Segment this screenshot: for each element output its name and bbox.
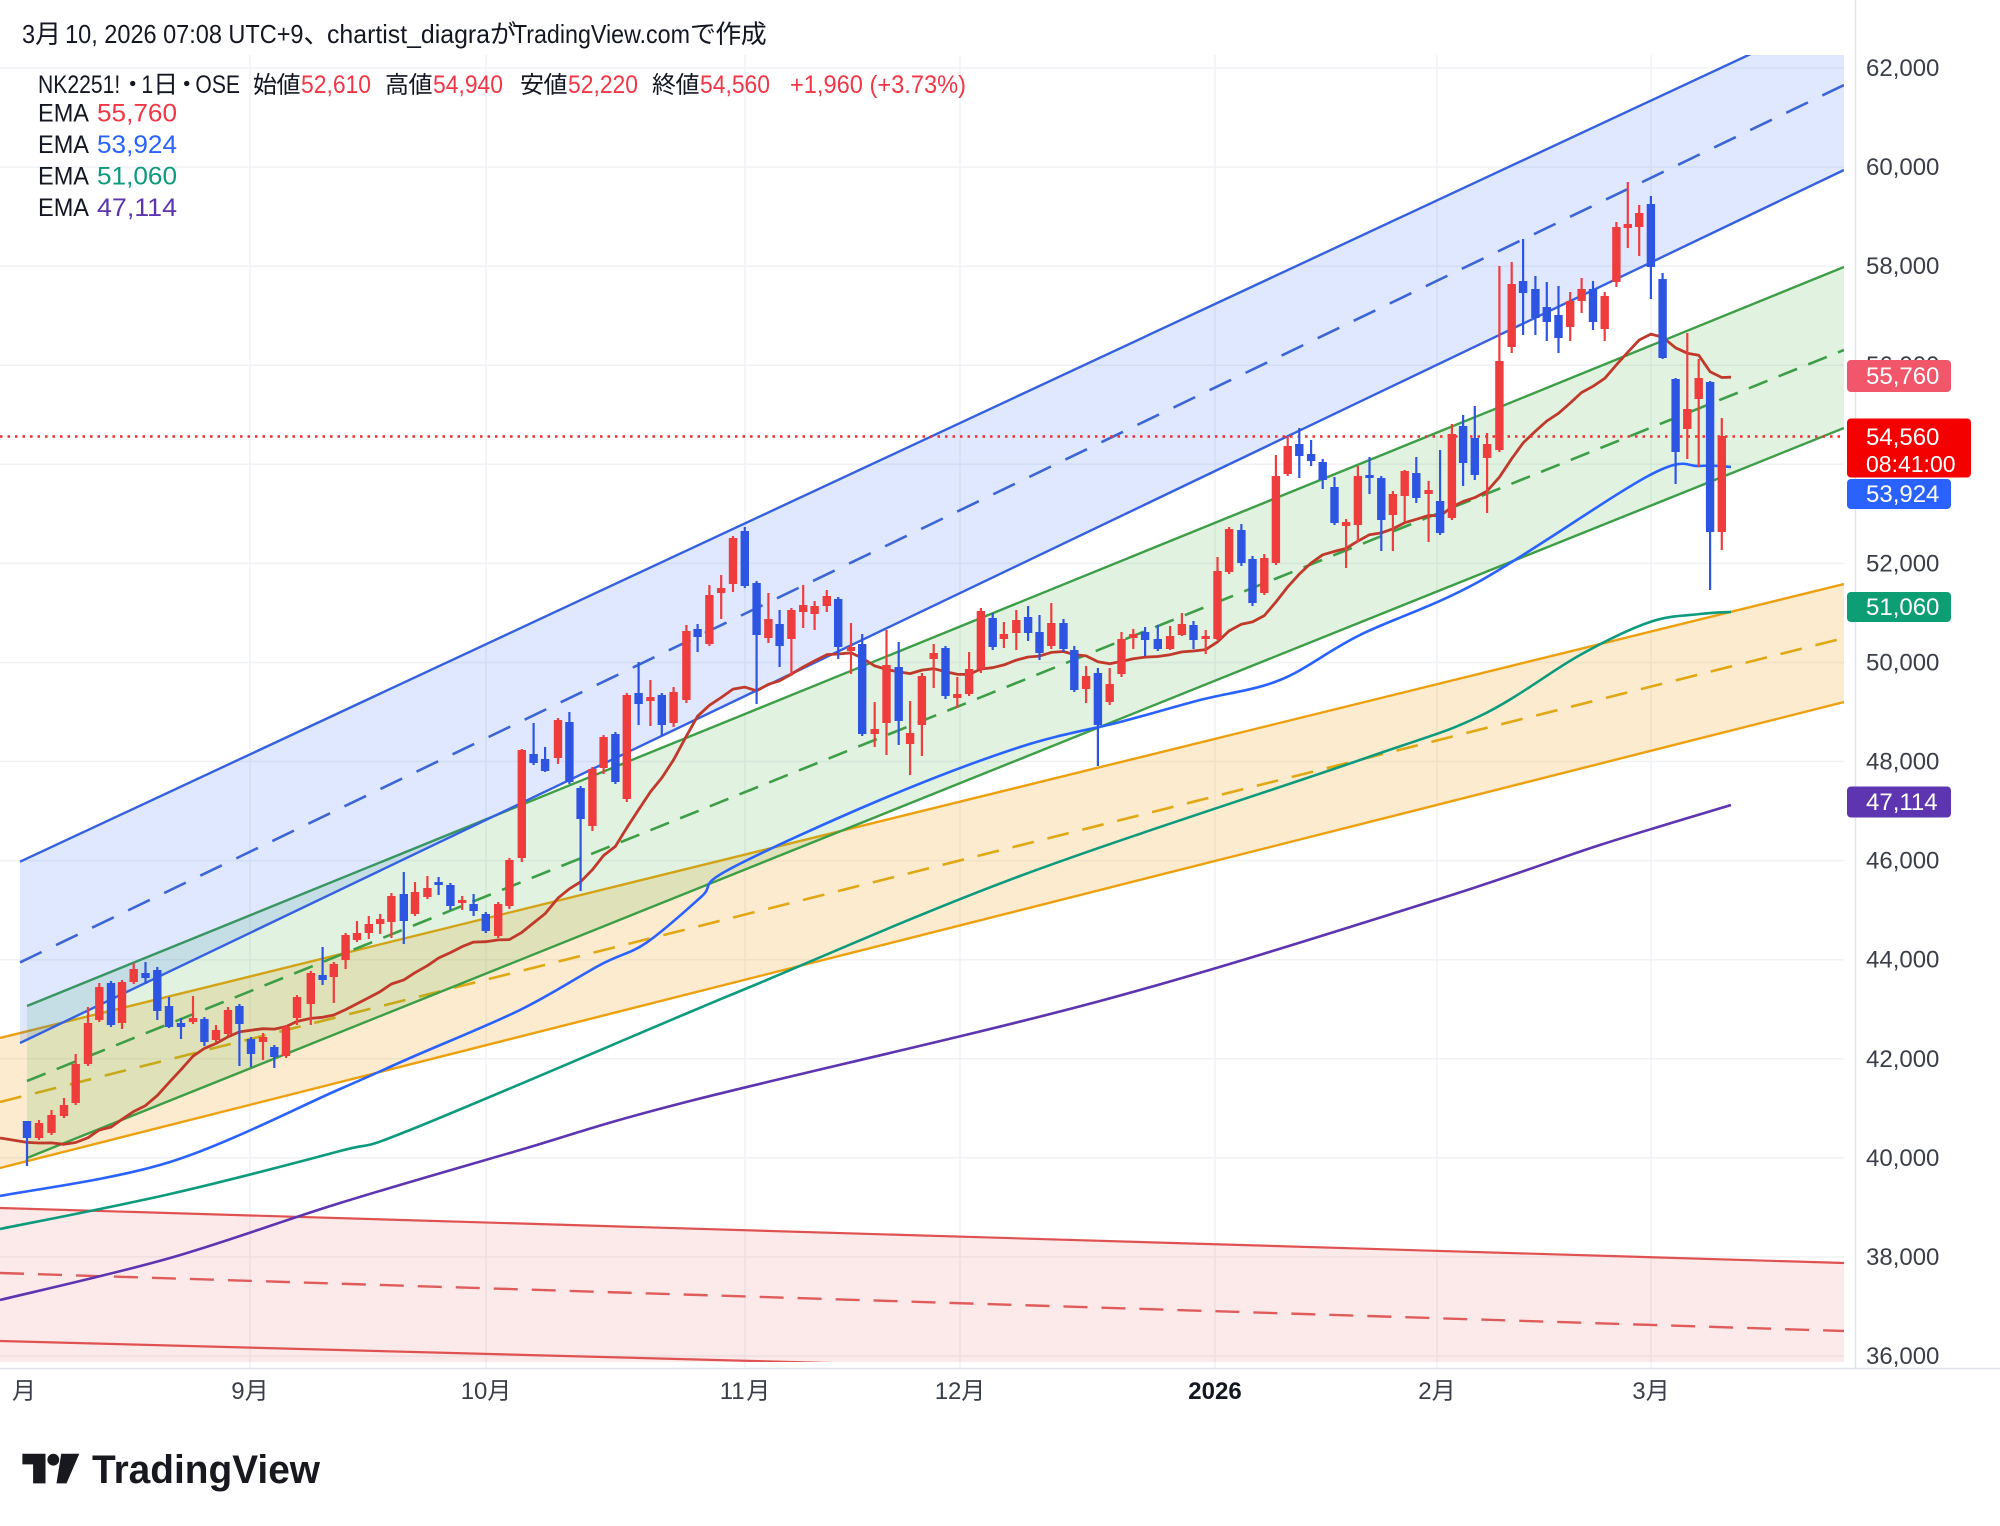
- svg-text:TradingView.com: TradingView.com: [513, 19, 690, 49]
- svg-text:46,000: 46,000: [1866, 848, 1939, 875]
- svg-text:58,000: 58,000: [1866, 253, 1939, 280]
- svg-text:10: 10: [461, 1378, 488, 1405]
- svg-text:2026: 2026: [1188, 1378, 1241, 1405]
- svg-text:38,000: 38,000: [1866, 1244, 1939, 1271]
- svg-text:47,114: 47,114: [97, 194, 177, 222]
- svg-text:3: 3: [22, 19, 35, 49]
- svg-text:54,560: 54,560: [700, 71, 770, 99]
- svg-text:52,000: 52,000: [1866, 550, 1939, 577]
- svg-text:42,000: 42,000: [1866, 1046, 1939, 1073]
- svg-text:54,560: 54,560: [1866, 424, 1939, 451]
- svg-text:EMA: EMA: [38, 194, 89, 222]
- svg-text:EMA: EMA: [38, 163, 89, 191]
- svg-text:10, 2026 07:08 UTC+9: 10, 2026 07:08 UTC+9: [59, 19, 304, 49]
- svg-text:51,060: 51,060: [1866, 594, 1939, 621]
- svg-text:2: 2: [1418, 1378, 1431, 1405]
- svg-text:53,924: 53,924: [1866, 481, 1939, 508]
- svg-text:OSE: OSE: [195, 71, 240, 99]
- svg-text:9: 9: [231, 1378, 244, 1405]
- svg-text:51,060: 51,060: [97, 163, 177, 191]
- svg-text:EMA: EMA: [38, 131, 89, 159]
- svg-text:54,940: 54,940: [433, 71, 503, 99]
- svg-text:55,760: 55,760: [97, 100, 177, 128]
- svg-text:+1,960 (+3.73%): +1,960 (+3.73%): [790, 71, 966, 99]
- svg-text:44,000: 44,000: [1866, 947, 1939, 974]
- svg-text:50,000: 50,000: [1866, 650, 1939, 677]
- svg-text:60,000: 60,000: [1866, 154, 1939, 181]
- svg-text:36,000: 36,000: [1866, 1343, 1939, 1370]
- svg-text:3: 3: [1632, 1378, 1645, 1405]
- svg-text:48,000: 48,000: [1866, 749, 1939, 776]
- svg-text:12: 12: [935, 1378, 962, 1405]
- svg-text:47,114: 47,114: [1866, 789, 1938, 816]
- svg-text:1: 1: [141, 71, 153, 99]
- svg-text:52,610: 52,610: [301, 71, 371, 99]
- svg-text:11: 11: [720, 1378, 745, 1405]
- svg-text:chartist_diagra: chartist_diagra: [327, 19, 491, 49]
- svg-text:53,924: 53,924: [97, 131, 177, 159]
- svg-text:TradingView: TradingView: [92, 1448, 321, 1492]
- svg-text:62,000: 62,000: [1866, 55, 1939, 82]
- svg-text:55,760: 55,760: [1866, 363, 1939, 390]
- svg-text:EMA: EMA: [38, 100, 89, 128]
- svg-text:NK2251!: NK2251!: [38, 71, 120, 99]
- svg-text:08:41:00: 08:41:00: [1866, 451, 1956, 477]
- svg-text:52,220: 52,220: [568, 71, 638, 99]
- svg-text:40,000: 40,000: [1866, 1145, 1939, 1172]
